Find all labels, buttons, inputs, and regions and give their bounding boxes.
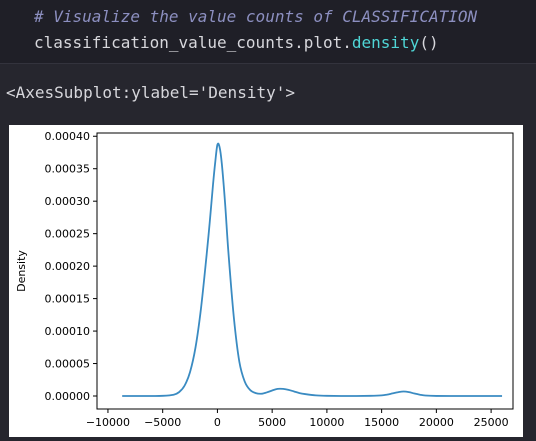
y-tick-label: 0.00010	[45, 325, 91, 338]
x-tick-label: −10000	[86, 416, 130, 429]
x-tick-label: −5000	[144, 416, 181, 429]
x-tick-label: 15000	[364, 416, 399, 429]
y-tick-label: 0.00020	[45, 260, 91, 273]
y-tick-label: 0.00015	[45, 293, 91, 306]
y-tick-label: 0.00000	[45, 390, 91, 403]
code-comment: # Visualize the value counts of CLASSIFI…	[34, 7, 478, 26]
y-axis-label: Density	[15, 250, 28, 292]
code-cell[interactable]: # Visualize the value counts of CLASSIFI…	[0, 0, 536, 64]
code-function-name: density	[351, 33, 420, 52]
code-suffix: ()	[419, 33, 439, 52]
y-tick-label: 0.00035	[45, 163, 91, 176]
code-statement: classification_value_counts.plot.density…	[34, 33, 439, 52]
x-tick-label: 10000	[309, 416, 344, 429]
y-tick-label: 0.00030	[45, 195, 91, 208]
x-tick-label: 20000	[419, 416, 454, 429]
x-tick-label: 25000	[474, 416, 509, 429]
y-tick-label: 0.00025	[45, 228, 91, 241]
x-tick-label: 0	[214, 416, 221, 429]
y-tick-label: 0.00040	[45, 130, 91, 143]
y-tick-label: 0.00005	[45, 358, 91, 371]
density-chart: 0.00000 0.00005 0.00010 0.00015 0.00020 0.000…	[15, 130, 514, 429]
axes-frame	[96, 132, 514, 410]
code-prefix: classification_value_counts.plot.	[34, 33, 352, 52]
density-series-line	[122, 142, 503, 397]
plot-output: 0.00000 0.00005 0.00010 0.00015 0.00020 0.000…	[9, 125, 523, 437]
output-repr: <AxesSubplot:ylabel='Density'>	[6, 83, 295, 102]
x-tick-label: 5000	[258, 416, 286, 429]
